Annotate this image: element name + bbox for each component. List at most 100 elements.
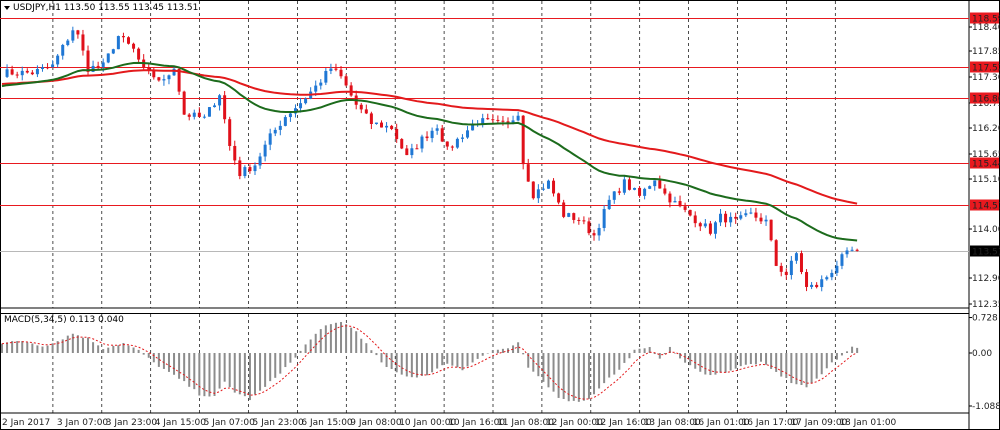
macd-bar <box>173 353 176 375</box>
x-tick-label: 9 Jan 08:00 <box>350 418 402 428</box>
candle-body <box>339 69 343 77</box>
candle-body <box>61 44 65 56</box>
candle-body <box>324 70 328 83</box>
candle-body <box>364 109 368 114</box>
macd-bar <box>486 353 489 354</box>
candle-body <box>774 240 778 266</box>
y-tick-label: 117.85 <box>972 47 1000 57</box>
macd-bar <box>658 353 661 359</box>
candle-body <box>455 138 459 148</box>
candle-body <box>410 148 414 156</box>
candle-body <box>5 69 9 77</box>
macd-bar <box>840 353 843 356</box>
macd-bar <box>410 353 413 378</box>
candle-body <box>374 122 378 124</box>
candle-body <box>344 76 348 86</box>
macd-bar <box>567 353 570 402</box>
candle-body <box>597 227 601 236</box>
macd-bar <box>274 353 277 378</box>
macd-bar <box>820 353 823 375</box>
candle-body <box>506 121 510 124</box>
candle-body <box>46 67 50 69</box>
candle-body <box>840 254 844 266</box>
candle-body <box>744 213 748 216</box>
current-price-tag <box>970 245 999 257</box>
macd-bar <box>557 353 560 398</box>
candle-body <box>536 189 540 199</box>
macd-y-tick-label: -1.088 <box>972 402 1000 412</box>
candle-body <box>395 128 399 140</box>
candle-body <box>116 36 120 50</box>
macd-bar <box>178 353 181 379</box>
candle-body <box>764 219 768 222</box>
level-label: 116.86 <box>972 95 1000 105</box>
macd-bar <box>491 350 494 353</box>
macd-bar <box>380 353 383 363</box>
candle-body <box>622 179 626 193</box>
candle-body <box>445 141 449 147</box>
candle-body <box>369 113 373 124</box>
macd-bar <box>542 353 545 382</box>
dropdown-icon <box>4 6 10 10</box>
macd-bar <box>87 337 90 353</box>
macd-bar <box>122 342 125 353</box>
level-tag <box>970 157 999 169</box>
macd-bar <box>709 353 712 376</box>
candle-body <box>213 105 217 108</box>
macd-bar <box>572 353 575 401</box>
candle-body <box>759 217 763 222</box>
macd-bar <box>340 322 343 353</box>
current-price-label: 113.51 <box>972 248 1000 258</box>
candle-body <box>820 279 824 288</box>
macd-bar <box>385 353 388 368</box>
macd-bar <box>365 343 368 353</box>
level-label: 118.59 <box>972 15 1000 25</box>
macd-bar <box>36 345 39 353</box>
candle-body <box>784 271 788 276</box>
candle-body <box>749 212 753 214</box>
macd-bar <box>785 353 788 379</box>
candle-body <box>516 115 520 121</box>
y-tick-label: 116.20 <box>972 124 1000 134</box>
x-tick-label: 5 Jan 23:00 <box>253 418 305 428</box>
candle-body <box>197 112 201 117</box>
x-tick-label: 5 Jan 07:00 <box>204 418 256 428</box>
candle-body <box>380 122 383 128</box>
macd-bar <box>259 353 262 391</box>
candle-body <box>319 82 323 86</box>
macd-bar <box>66 335 69 353</box>
macd-bar <box>805 353 808 388</box>
candle-body <box>729 216 733 223</box>
macd-bar <box>815 353 818 379</box>
candle-body <box>238 160 242 177</box>
candle-body <box>187 114 191 117</box>
candle-body <box>562 202 566 217</box>
x-tick-label: 12 Jan 16:00 <box>595 418 652 428</box>
macd-bar <box>117 345 120 353</box>
macd-bar <box>198 353 201 396</box>
candle-body <box>440 128 444 142</box>
candle-body <box>541 188 545 190</box>
macd-bar <box>218 353 221 389</box>
macd-bar <box>238 353 241 395</box>
macd-bar <box>56 341 59 353</box>
candle-body <box>673 201 677 203</box>
candle-body <box>20 70 24 76</box>
level-label: 114.51 <box>972 202 1000 212</box>
macd-bar <box>517 342 520 353</box>
x-tick-label: 16 Jan 01:00 <box>693 418 750 428</box>
macd-bar <box>734 353 737 369</box>
y-tick-label: 114.00 <box>972 225 1000 235</box>
macd-bar <box>248 353 251 401</box>
macd-bar <box>476 353 479 359</box>
candles <box>5 26 859 292</box>
candle-body <box>127 37 130 44</box>
level-tag <box>970 199 999 211</box>
macd-bar <box>309 339 312 353</box>
candle-body <box>51 64 55 68</box>
macd-bar <box>162 353 165 369</box>
macd-bar <box>638 348 641 353</box>
macd-bar <box>552 353 555 392</box>
x-tick-label: 3 Jan 07:00 <box>57 418 109 428</box>
